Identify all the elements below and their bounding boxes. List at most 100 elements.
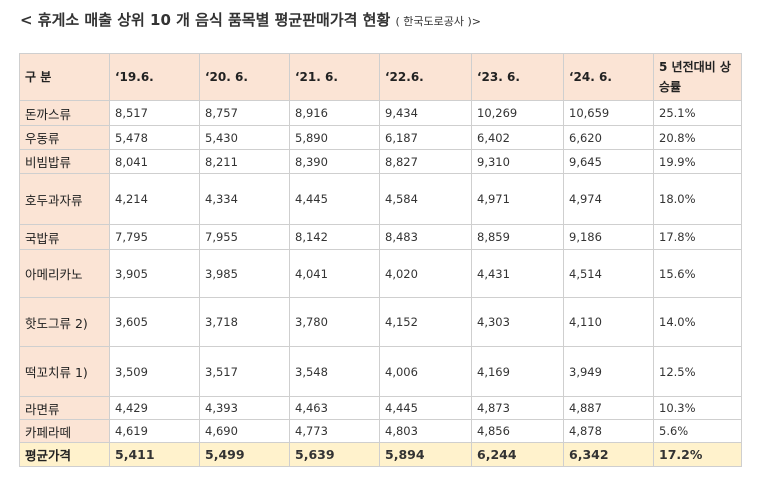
title-source: ( 한국도로공사 )>	[395, 15, 481, 28]
change-rate-cell: 20.8%	[653, 125, 742, 150]
price-cell: 4,445	[379, 396, 472, 420]
header-2024: ‘24. 6.	[563, 53, 654, 101]
header-2023: ‘23. 6.	[471, 53, 564, 101]
header-change-rate: 5 년전대비 상승률	[653, 53, 742, 101]
price-cell: 4,393	[199, 396, 290, 420]
price-cell: 4,431	[471, 249, 564, 298]
price-cell: 3,548	[289, 346, 380, 397]
price-cell: 4,619	[109, 419, 200, 443]
change-rate-cell: 14.0%	[653, 297, 742, 347]
price-cell: 4,878	[563, 419, 654, 443]
item-name-cell: 평균가격	[19, 442, 110, 467]
price-cell: 6,620	[563, 125, 654, 150]
price-cell: 4,334	[199, 173, 290, 225]
change-rate-cell: 10.3%	[653, 396, 742, 420]
price-cell: 9,434	[379, 100, 472, 126]
table-row: 우동류 5,478 5,430 5,890 6,187 6,402 6,620 20.8%	[19, 125, 742, 150]
price-cell: 4,020	[379, 249, 472, 298]
price-cell: 4,887	[563, 396, 654, 420]
price-cell: 3,517	[199, 346, 290, 397]
price-cell: 4,445	[289, 173, 380, 225]
price-cell: 8,142	[289, 224, 380, 250]
item-name-cell: 카페라떼	[19, 419, 110, 443]
price-cell: 4,303	[471, 297, 564, 347]
item-name-cell: 라면류	[19, 396, 110, 420]
price-table: 구 분 ‘19.6. ‘20. 6. ‘21. 6. ‘22.6. ‘23. 6…	[19, 53, 742, 467]
header-category: 구 분	[19, 53, 110, 101]
page-title: < 휴게소 매출 상위 10 개 음식 품목별 평균판매가격 현황 ( 한국도로…	[20, 8, 481, 32]
item-name-cell: 떡꼬치류 1)	[19, 346, 110, 397]
price-cell: 5,499	[199, 442, 290, 467]
price-cell: 8,517	[109, 100, 200, 126]
price-cell: 4,690	[199, 419, 290, 443]
table-body: 돈까스류 8,517 8,757 8,916 9,434 10,269 10,659 25.1…	[19, 100, 742, 467]
item-name-cell: 우동류	[19, 125, 110, 150]
title-main: < 휴게소 매출 상위 10 개 음식 품목별 평균판매가격 현황	[20, 11, 391, 29]
price-cell: 4,169	[471, 346, 564, 397]
header-2019: ‘19.6.	[109, 53, 200, 101]
table-row: 돈까스류 8,517 8,757 8,916 9,434 10,269 10,659 25.1…	[19, 100, 742, 126]
price-cell: 4,152	[379, 297, 472, 347]
price-cell: 5,411	[109, 442, 200, 467]
price-cell: 8,483	[379, 224, 472, 250]
price-cell: 4,110	[563, 297, 654, 347]
price-cell: 4,584	[379, 173, 472, 225]
item-name-cell: 호두과자류	[19, 173, 110, 225]
header-2020: ‘20. 6.	[199, 53, 290, 101]
price-cell: 4,006	[379, 346, 472, 397]
change-rate-cell: 17.8%	[653, 224, 742, 250]
price-cell: 4,514	[563, 249, 654, 298]
price-cell: 8,757	[199, 100, 290, 126]
price-cell: 5,890	[289, 125, 380, 150]
price-cell: 8,859	[471, 224, 564, 250]
price-cell: 8,390	[289, 149, 380, 174]
price-cell: 9,645	[563, 149, 654, 174]
price-cell: 3,780	[289, 297, 380, 347]
change-rate-cell: 25.1%	[653, 100, 742, 126]
price-cell: 4,803	[379, 419, 472, 443]
average-row: 평균가격 5,411 5,499 5,639 5,894 6,244 6,342 17.2%	[19, 442, 742, 467]
price-cell: 3,949	[563, 346, 654, 397]
item-name-cell: 핫도그류 2)	[19, 297, 110, 347]
price-cell: 4,773	[289, 419, 380, 443]
price-cell: 4,856	[471, 419, 564, 443]
price-cell: 4,041	[289, 249, 380, 298]
price-cell: 3,605	[109, 297, 200, 347]
price-cell: 4,429	[109, 396, 200, 420]
table-row: 핫도그류 2) 3,605 3,718 3,780 4,152 4,303 4,110 14.…	[19, 297, 742, 347]
price-cell: 5,478	[109, 125, 200, 150]
price-cell: 6,342	[563, 442, 654, 467]
header-2021: ‘21. 6.	[289, 53, 380, 101]
price-cell: 6,187	[379, 125, 472, 150]
price-cell: 10,269	[471, 100, 564, 126]
price-cell: 8,827	[379, 149, 472, 174]
price-cell: 6,244	[471, 442, 564, 467]
change-rate-cell: 12.5%	[653, 346, 742, 397]
change-rate-cell: 18.0%	[653, 173, 742, 225]
item-name-cell: 아메리카노	[19, 249, 110, 298]
header-2022: ‘22.6.	[379, 53, 472, 101]
price-cell: 4,463	[289, 396, 380, 420]
price-cell: 8,916	[289, 100, 380, 126]
price-cell: 3,905	[109, 249, 200, 298]
price-cell: 10,659	[563, 100, 654, 126]
change-rate-cell: 15.6%	[653, 249, 742, 298]
price-cell: 5,894	[379, 442, 472, 467]
table-row: 카페라떼 4,619 4,690 4,773 4,803 4,856 4,878 5.6%	[19, 419, 742, 443]
price-cell: 5,430	[199, 125, 290, 150]
table-row: 비빔밥류 8,041 8,211 8,390 8,827 9,310 9,645 19.9%	[19, 149, 742, 174]
price-cell: 3,718	[199, 297, 290, 347]
table-row: 떡꼬치류 1) 3,509 3,517 3,548 4,006 4,169 3,949 12.…	[19, 346, 742, 397]
price-cell: 4,873	[471, 396, 564, 420]
change-rate-cell: 19.9%	[653, 149, 742, 174]
price-cell: 7,955	[199, 224, 290, 250]
price-cell: 6,402	[471, 125, 564, 150]
price-cell: 3,509	[109, 346, 200, 397]
price-cell: 4,974	[563, 173, 654, 225]
table-row: 아메리카노 3,905 3,985 4,041 4,020 4,431 4,514 15.6%	[19, 249, 742, 298]
table-row: 라면류 4,429 4,393 4,463 4,445 4,873 4,887 10.3%	[19, 396, 742, 420]
price-cell: 7,795	[109, 224, 200, 250]
price-cell: 3,985	[199, 249, 290, 298]
price-cell: 9,186	[563, 224, 654, 250]
table-row: 국밥류 7,795 7,955 8,142 8,483 8,859 9,186 17.8%	[19, 224, 742, 250]
